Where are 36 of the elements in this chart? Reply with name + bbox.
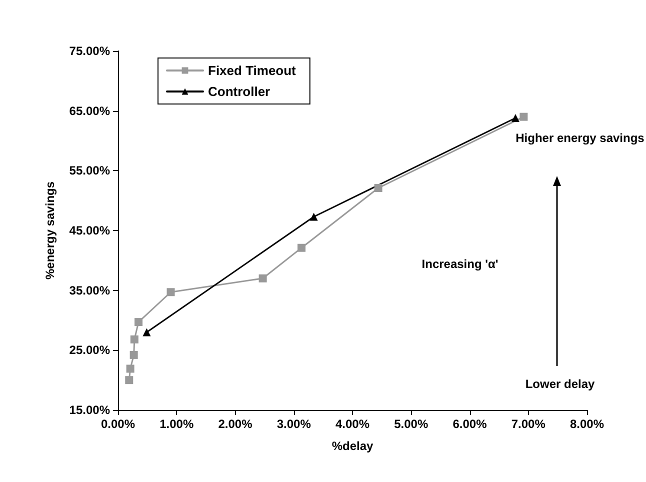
point <box>130 350 138 359</box>
x-tick-label: 1.00% <box>160 417 194 431</box>
point <box>126 364 134 373</box>
point <box>142 328 151 336</box>
legend-label: Fixed Timeout <box>208 63 297 78</box>
x-axis-title: %delay <box>332 439 374 453</box>
y-tick-label: 45.00% <box>69 224 110 238</box>
y-tick-label: 65.00% <box>69 104 110 118</box>
point <box>297 244 306 252</box>
point <box>166 288 175 296</box>
annotation: Increasing 'α' <box>422 257 498 271</box>
x-tick-label: 0.00% <box>100 417 136 431</box>
point <box>520 112 528 121</box>
y-tick-label: 15.00% <box>69 403 110 417</box>
legend-label: Controller <box>208 84 270 99</box>
point <box>374 184 382 192</box>
x-tick-label: 8.00% <box>570 417 604 431</box>
point <box>310 212 318 221</box>
x-tick-label: 3.00% <box>276 417 312 431</box>
point <box>134 318 143 326</box>
x-tick-label: 4.00% <box>335 417 370 431</box>
point <box>258 274 267 282</box>
y-tick-label: 55.00% <box>69 164 110 178</box>
point <box>130 335 138 344</box>
annotation: Higher energy savings <box>516 131 645 145</box>
y-tick-label: 35.00% <box>69 283 110 298</box>
x-tick-label: 2.00% <box>218 417 253 431</box>
x-tick-label: 5.00% <box>394 417 428 431</box>
point <box>511 114 520 122</box>
point <box>125 376 134 384</box>
y-tick-label: 75.00% <box>69 44 110 58</box>
annotation: Lower delay <box>525 377 596 391</box>
y-axis-title: %energy savings <box>43 181 57 280</box>
y-tick-label: 25.00% <box>69 343 110 358</box>
x-tick-label: 7.00% <box>511 417 546 431</box>
x-tick-label: 6.00% <box>452 417 488 431</box>
